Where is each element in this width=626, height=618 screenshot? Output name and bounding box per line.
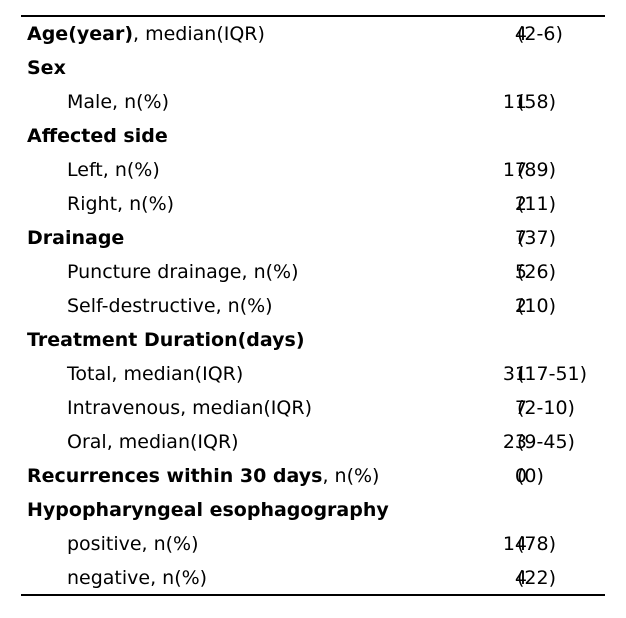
table-row: Total, median(IQR) 31 (17-51) [21, 357, 605, 391]
row-percent: (11) [517, 193, 557, 215]
characteristics-table: Age(year), median(IQR) 4 (2-6) Sex Male, n(%… [21, 14, 605, 596]
row-label: Self-destructive, n(%) [67, 289, 273, 323]
row-percent: (78) [517, 533, 557, 555]
row-value: 7 [514, 397, 527, 419]
table-row: Right, n(%) 2 (11) [21, 187, 605, 221]
row-value: 11 [502, 91, 527, 113]
row-label-text: Self-destructive, n(%) [67, 295, 273, 317]
row-percent: (0) [517, 465, 544, 487]
row-label-bold: Sex [27, 57, 66, 79]
table-row: Treatment Duration(days) [21, 323, 605, 357]
table-row: Intravenous, median(IQR) 7 (2-10) [21, 391, 605, 425]
row-label-bold: Affected side [27, 125, 168, 147]
row-percent: (26) [517, 261, 557, 283]
row-label-text: , n(%) [322, 465, 380, 487]
table-row: Hypopharyngeal esophagography [21, 493, 605, 527]
row-label: Male, n(%) [67, 85, 169, 119]
row-value: 5 [514, 261, 527, 283]
row-percent: (17-51) [517, 363, 588, 385]
row-label-text: Right, n(%) [67, 193, 175, 215]
row-percent: (22) [517, 567, 557, 589]
row-value: 4 [514, 23, 527, 45]
row-label-text: , median(IQR) [133, 23, 265, 45]
table-row: Self-destructive, n(%) 2 (10) [21, 289, 605, 323]
table-top-rule [21, 15, 605, 17]
table-row: Age(year), median(IQR) 4 (2-6) [21, 17, 605, 51]
table-row: Drainage 7 (37) [21, 221, 605, 255]
row-percent: (9-45) [517, 431, 575, 453]
row-percent: (58) [517, 91, 557, 113]
row-label-text: Oral, median(IQR) [67, 431, 239, 453]
row-percent: (2-6) [517, 23, 563, 45]
row-percent: (37) [517, 227, 557, 249]
row-label: Intravenous, median(IQR) [67, 391, 312, 425]
row-percent: (10) [517, 295, 557, 317]
row-label-text: positive, n(%) [67, 533, 199, 555]
row-label: Affected side [27, 119, 168, 153]
row-label-text: Total, median(IQR) [67, 363, 244, 385]
row-percent: (89) [517, 159, 557, 181]
table-row: Affected side [21, 119, 605, 153]
table-row: Puncture drainage, n(%) 5 (26) [21, 255, 605, 289]
table-row: Left, n(%) 17 (89) [21, 153, 605, 187]
row-label-text: Puncture drainage, n(%) [67, 261, 299, 283]
row-value: 2 [514, 193, 527, 215]
row-percent: (2-10) [517, 397, 575, 419]
table-row: Sex [21, 51, 605, 85]
row-label: Hypopharyngeal esophagography [27, 493, 389, 527]
row-value: 17 [502, 159, 527, 181]
row-label-text: Male, n(%) [67, 91, 170, 113]
row-label: Total, median(IQR) [67, 357, 243, 391]
table-row: positive, n(%) 14 (78) [21, 527, 605, 561]
row-label: positive, n(%) [67, 527, 199, 561]
row-label-text: Intravenous, median(IQR) [67, 397, 312, 419]
row-label: negative, n(%) [67, 561, 207, 595]
table-bottom-rule [21, 594, 605, 596]
row-value: 23 [502, 431, 527, 453]
row-value: 2 [514, 295, 527, 317]
row-label: Drainage [27, 221, 124, 255]
row-label: Recurrences within 30 days, n(%) [27, 459, 379, 493]
row-label: Right, n(%) [67, 187, 174, 221]
row-label: Left, n(%) [67, 153, 160, 187]
row-label-bold: Age(year) [27, 23, 134, 45]
row-value: 7 [514, 227, 527, 249]
row-label-bold: Hypopharyngeal esophagography [27, 499, 389, 521]
row-label-bold: Treatment Duration(days) [27, 329, 305, 351]
row-label: Oral, median(IQR) [67, 425, 239, 459]
table-row: negative, n(%) 4 (22) [21, 561, 605, 595]
row-label: Treatment Duration(days) [27, 323, 305, 357]
row-label-bold: Recurrences within 30 days [27, 465, 323, 487]
table-body: Age(year), median(IQR) 4 (2-6) Sex Male, n(%… [21, 17, 605, 595]
row-label-bold: Drainage [27, 227, 125, 249]
row-label: Age(year), median(IQR) [27, 17, 265, 51]
row-value: 14 [502, 533, 527, 555]
table-row: Male, n(%) 11 (58) [21, 85, 605, 119]
row-value: 0 [514, 465, 527, 487]
row-label: Sex [27, 51, 66, 85]
row-label-text: Left, n(%) [67, 159, 160, 181]
table-row: Recurrences within 30 days, n(%) 0 (0) [21, 459, 605, 493]
row-value: 4 [514, 567, 527, 589]
table-row: Oral, median(IQR) 23 (9-45) [21, 425, 605, 459]
row-label-text: negative, n(%) [67, 567, 208, 589]
row-value: 31 [502, 363, 527, 385]
row-label: Puncture drainage, n(%) [67, 255, 299, 289]
